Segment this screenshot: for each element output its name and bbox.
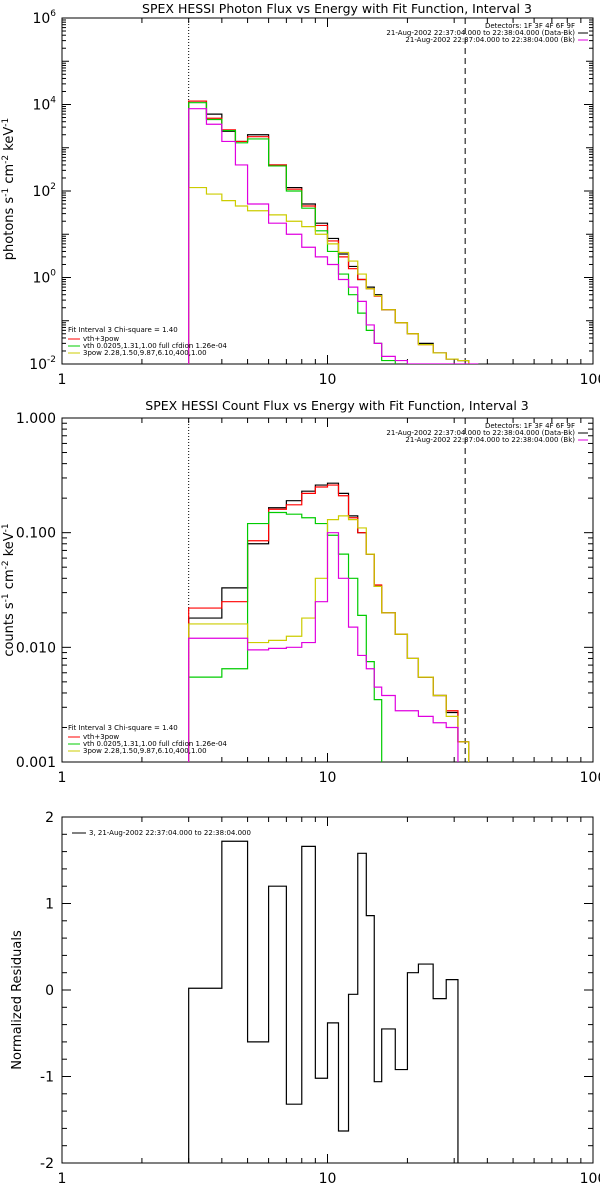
x-tick-label: 10 bbox=[319, 372, 337, 388]
x-tick-label: 10 bbox=[319, 1171, 337, 1187]
header-text-line: 21-Aug-2002 22:37:04.000 to 22:38:04.000… bbox=[405, 36, 575, 44]
series-line-0 bbox=[188, 840, 459, 1163]
header-text-line: Detectors: 1F 3F 4F 6F 9F bbox=[485, 422, 575, 430]
y-tick-label: 0.010 bbox=[16, 640, 56, 656]
y-tick-label: 1.000 bbox=[16, 411, 56, 427]
residuals-y-axis-label: Normalized Residuals bbox=[10, 930, 25, 1070]
y-tick-label: 102 bbox=[32, 182, 56, 200]
x-tick-label: 1 bbox=[58, 372, 67, 388]
plot-frame bbox=[61, 816, 594, 1164]
x-tick-label: 100 bbox=[580, 372, 600, 388]
y-tick-label: 0 bbox=[45, 983, 54, 999]
legend-entry: 3pow 2.28,1.50,9.87,6.10,400,1.00 bbox=[83, 349, 207, 357]
y-tick-label: 10-2 bbox=[29, 355, 56, 373]
legend-title: Fit Interval 3 Chi-square = 1.40 bbox=[68, 326, 178, 334]
series-line-4 bbox=[188, 108, 479, 364]
photon-flux-y-axis-label: photons s-1 cm-2 keV-1 bbox=[1, 118, 17, 260]
series-line-4 bbox=[188, 532, 459, 762]
count-flux-panel: SPEX HESSI Count Flux vs Energy with Fit… bbox=[1, 398, 600, 786]
x-tick-label: 1 bbox=[58, 1171, 67, 1187]
legend-title: Fit Interval 3 Chi-square = 1.40 bbox=[68, 724, 178, 732]
y-tick-label: -1 bbox=[40, 1070, 54, 1086]
series-line-3 bbox=[188, 186, 470, 364]
y-tick-label: -2 bbox=[40, 1156, 54, 1172]
y-tick-label: 0.100 bbox=[16, 526, 56, 542]
header-text-line: Detectors: 1F 3F 4F 6F 9F bbox=[485, 22, 575, 30]
series-line-3 bbox=[188, 515, 470, 762]
series-line-2 bbox=[188, 102, 396, 364]
svg-text:photons s-1 cm-2 keV-1: photons s-1 cm-2 keV-1 bbox=[1, 118, 17, 260]
x-tick-label: 100 bbox=[580, 1171, 600, 1187]
header-text-line: 21-Aug-2002 22:37:04.000 to 22:38:04.000… bbox=[386, 429, 575, 437]
legend-entry: 3, 21-Aug-2002 22:37:04.000 to 22:38:04.… bbox=[89, 829, 251, 837]
plot-frame bbox=[61, 17, 594, 365]
x-tick-label: 1 bbox=[58, 770, 67, 786]
svg-text:counts s-1 cm-2 keV-1: counts s-1 cm-2 keV-1 bbox=[1, 523, 17, 656]
series-line-0 bbox=[188, 100, 470, 364]
x-tick-label: 10 bbox=[319, 770, 337, 786]
legend-entry: vth+3pow bbox=[83, 335, 119, 343]
x-tick-label: 100 bbox=[580, 770, 600, 786]
y-tick-label: 100 bbox=[32, 269, 56, 287]
count-flux-y-axis-label: counts s-1 cm-2 keV-1 bbox=[1, 523, 17, 656]
series-line-0 bbox=[188, 482, 470, 762]
residuals-panel: Normalized Residuals 1 10 100 -2 -1 0 1 2 3, 21-… bbox=[10, 810, 600, 1187]
photon-flux-panel: SPEX HESSI Photon Flux vs Energy with Fi… bbox=[1, 1, 600, 388]
y-tick-label: 2 bbox=[45, 810, 54, 826]
header-text-line: 21-Aug-2002 22:37:04.000 to 22:38:04.000… bbox=[386, 29, 575, 37]
series-line-1 bbox=[188, 100, 470, 364]
header-text-line: 21-Aug-2002 22:37:04.000 to 22:38:04.000… bbox=[405, 436, 575, 444]
legend-entry: vth+3pow bbox=[83, 733, 119, 741]
y-tick-label: 104 bbox=[32, 96, 56, 114]
y-tick-label: 106 bbox=[32, 9, 56, 27]
legend-entry: vth 0.0205,1.31,1.00 full cfdion 1.26e-0… bbox=[83, 342, 227, 350]
legend-entry: 3pow 2.28,1.50,9.87,6.10,400,1.00 bbox=[83, 747, 207, 755]
photon-flux-title: SPEX HESSI Photon Flux vs Energy with Fi… bbox=[142, 1, 532, 16]
y-tick-label: 0.001 bbox=[16, 755, 56, 771]
series-line-1 bbox=[188, 484, 470, 762]
y-tick-label: 1 bbox=[45, 897, 54, 913]
legend-entry: vth 0.0205,1.31,1.00 full cfdion 1.26e-0… bbox=[83, 740, 227, 748]
count-flux-title: SPEX HESSI Count Flux vs Energy with Fit… bbox=[145, 398, 528, 413]
series-line-2 bbox=[188, 511, 383, 762]
